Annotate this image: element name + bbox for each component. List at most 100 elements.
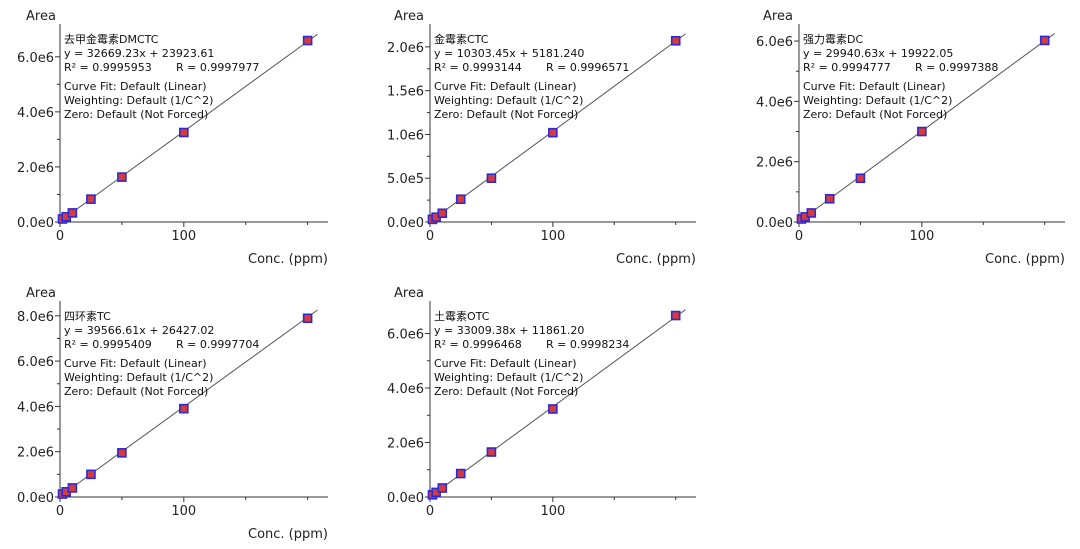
y-tick-label: 2.0e6 — [387, 437, 424, 452]
weighting-info: Weighting: Default (1/C^2) — [64, 371, 213, 384]
regression-equation: y = 10303.45x + 5181.240 — [434, 47, 584, 60]
fit-line — [429, 33, 686, 222]
compound-name: 强力霉素DC — [803, 33, 863, 46]
x-tick-label: 100 — [171, 229, 196, 244]
data-point — [824, 193, 835, 204]
calibration-chart-dc: Area 0.0e0 2.0e6 4.0e6 6.0e6 0 100 Conc. (ppm) 强… — [756, 9, 1065, 267]
calibration-chart-tc: Area 0.0e0 2.0e6 4.0e6 6.0e6 8.0e6 0 100 Conc. (… — [17, 286, 328, 542]
y-tick-label: 5.0e5 — [387, 172, 424, 187]
y-tick-label: 6.0e6 — [17, 355, 54, 370]
r-value: R = 0.9998234 — [546, 338, 629, 351]
calibration-panel-otc: Area 0.0e0 2.0e6 4.0e6 6.0e6 0 100 土霉素OTC y = 33… — [368, 273, 728, 545]
x-tick-label: 0 — [56, 229, 64, 244]
x-axis-title: Conc. (ppm) — [616, 252, 696, 267]
curve-fit-info: Curve Fit: Default (Linear) — [434, 357, 577, 370]
y-tick-label: 2.0e6 — [387, 41, 424, 56]
r-squared-value: R² = 0.9993144 — [434, 61, 522, 74]
data-point — [302, 313, 313, 324]
compound-name: 土霉素OTC — [434, 310, 490, 323]
data-point — [437, 208, 448, 219]
r-squared-value: R² = 0.9994777 — [803, 61, 891, 74]
x-tick-label: 0 — [56, 504, 64, 519]
y-tick-label: 4.0e6 — [756, 95, 793, 110]
fit-line — [59, 33, 318, 222]
r-value: R = 0.9997977 — [176, 61, 259, 74]
y-tick-label: 6.0e6 — [387, 328, 424, 343]
curve-fit-info: Curve Fit: Default (Linear) — [434, 80, 577, 93]
data-point — [548, 127, 558, 138]
r-squared-value: R² = 0.9996468 — [434, 338, 522, 351]
y-tick-label: 6.0e6 — [17, 51, 54, 66]
x-tick-label: 100 — [540, 229, 565, 244]
x-axis-title: Conc. (ppm) — [985, 252, 1065, 267]
compound-name: 去甲金霉素DMCTC — [64, 32, 159, 46]
data-point — [486, 447, 497, 457]
fit-line — [798, 33, 1055, 222]
x-tick-label: 100 — [171, 504, 196, 519]
calibration-panel-ctc: Area 0.0e0 5.0e5 1.0e6 1.5e6 2.0e6 0 100 Conc. (… — [368, 0, 728, 272]
data-point — [548, 404, 558, 414]
x-tick-label: 0 — [426, 504, 434, 519]
x-axis-title: Conc. (ppm) — [248, 527, 328, 542]
x-tick-label: 100 — [909, 229, 934, 244]
zero-info: Zero: Default (Not Forced) — [64, 108, 208, 121]
zero-info: Zero: Default (Not Forced) — [64, 385, 208, 398]
zero-info: Zero: Default (Not Forced) — [434, 385, 578, 398]
compound-name: 四环素TC — [64, 310, 111, 323]
regression-equation: y = 29940.63x + 19922.05 — [803, 47, 953, 60]
data-point — [86, 194, 96, 204]
data-point — [455, 194, 466, 205]
weighting-info: Weighting: Default (1/C^2) — [64, 94, 213, 107]
calibration-chart-ctc: Area 0.0e0 5.0e5 1.0e6 1.5e6 2.0e6 0 100 Conc. (… — [387, 9, 696, 267]
compound-name: 金霉素CTC — [434, 32, 489, 46]
calibration-chart-dmctc: Area 0.0e0 2.0e6 4.0e6 6.0e6 0 100 Conc. (ppm) 去… — [17, 9, 328, 267]
y-tick-label: 6.0e6 — [756, 35, 793, 50]
zero-info: Zero: Default (Not Forced) — [803, 108, 947, 121]
y-tick-label: 2.0e6 — [756, 156, 793, 171]
calibration-panel-tc: Area 0.0e0 2.0e6 4.0e6 6.0e6 8.0e6 0 100 Conc. (… — [0, 273, 360, 545]
x-axis-title: Conc. (ppm) — [248, 252, 328, 267]
y-tick-label: 4.0e6 — [17, 106, 54, 121]
regression-equation: y = 39566.61x + 26427.02 — [64, 324, 214, 337]
calibration-panel-dmctc: Area 0.0e0 2.0e6 4.0e6 6.0e6 0 100 Conc. (ppm) 去… — [0, 0, 360, 272]
weighting-info: Weighting: Default (1/C^2) — [434, 94, 583, 107]
x-tick-label: 0 — [795, 229, 803, 244]
r-squared-value: R² = 0.9995953 — [64, 61, 152, 74]
regression-equation: y = 33009.38x + 11861.20 — [434, 324, 584, 337]
fit-line — [429, 309, 686, 498]
y-tick-label: 1.0e6 — [387, 128, 424, 143]
data-point — [86, 469, 96, 480]
y-axis-title: Area — [394, 9, 424, 24]
y-axis-title: Area — [26, 9, 56, 24]
weighting-info: Weighting: Default (1/C^2) — [434, 371, 583, 384]
r-value: R = 0.9996571 — [546, 61, 629, 74]
y-tick-label: 0.0e0 — [387, 491, 424, 506]
regression-equation: y = 32669.23x + 23923.61 — [64, 47, 214, 60]
fit-line — [59, 309, 318, 497]
y-tick-label: 0.0e0 — [756, 216, 793, 231]
y-tick-label: 0.0e0 — [387, 216, 424, 231]
y-axis-title: Area — [26, 286, 56, 301]
curve-fit-info: Curve Fit: Default (Linear) — [803, 80, 946, 93]
y-axis-title: Area — [763, 9, 793, 24]
r-value: R = 0.9997704 — [176, 338, 259, 351]
data-point — [917, 126, 927, 137]
data-point — [67, 208, 78, 218]
y-axis-title: Area — [394, 286, 424, 301]
data-point — [1039, 35, 1050, 46]
data-point — [179, 127, 189, 138]
data-point — [67, 483, 78, 493]
data-point — [455, 468, 466, 479]
data-point — [117, 172, 127, 182]
y-tick-label: 2.0e6 — [17, 161, 54, 176]
data-point — [855, 173, 866, 184]
y-tick-label: 8.0e6 — [17, 310, 54, 325]
data-point — [806, 208, 817, 218]
x-tick-label: 100 — [540, 504, 565, 519]
data-point — [486, 173, 497, 184]
x-tick-label: 0 — [426, 229, 434, 244]
y-tick-label: 2.0e6 — [17, 446, 54, 461]
data-point — [179, 403, 189, 414]
curve-fit-info: Curve Fit: Default (Linear) — [64, 80, 207, 93]
